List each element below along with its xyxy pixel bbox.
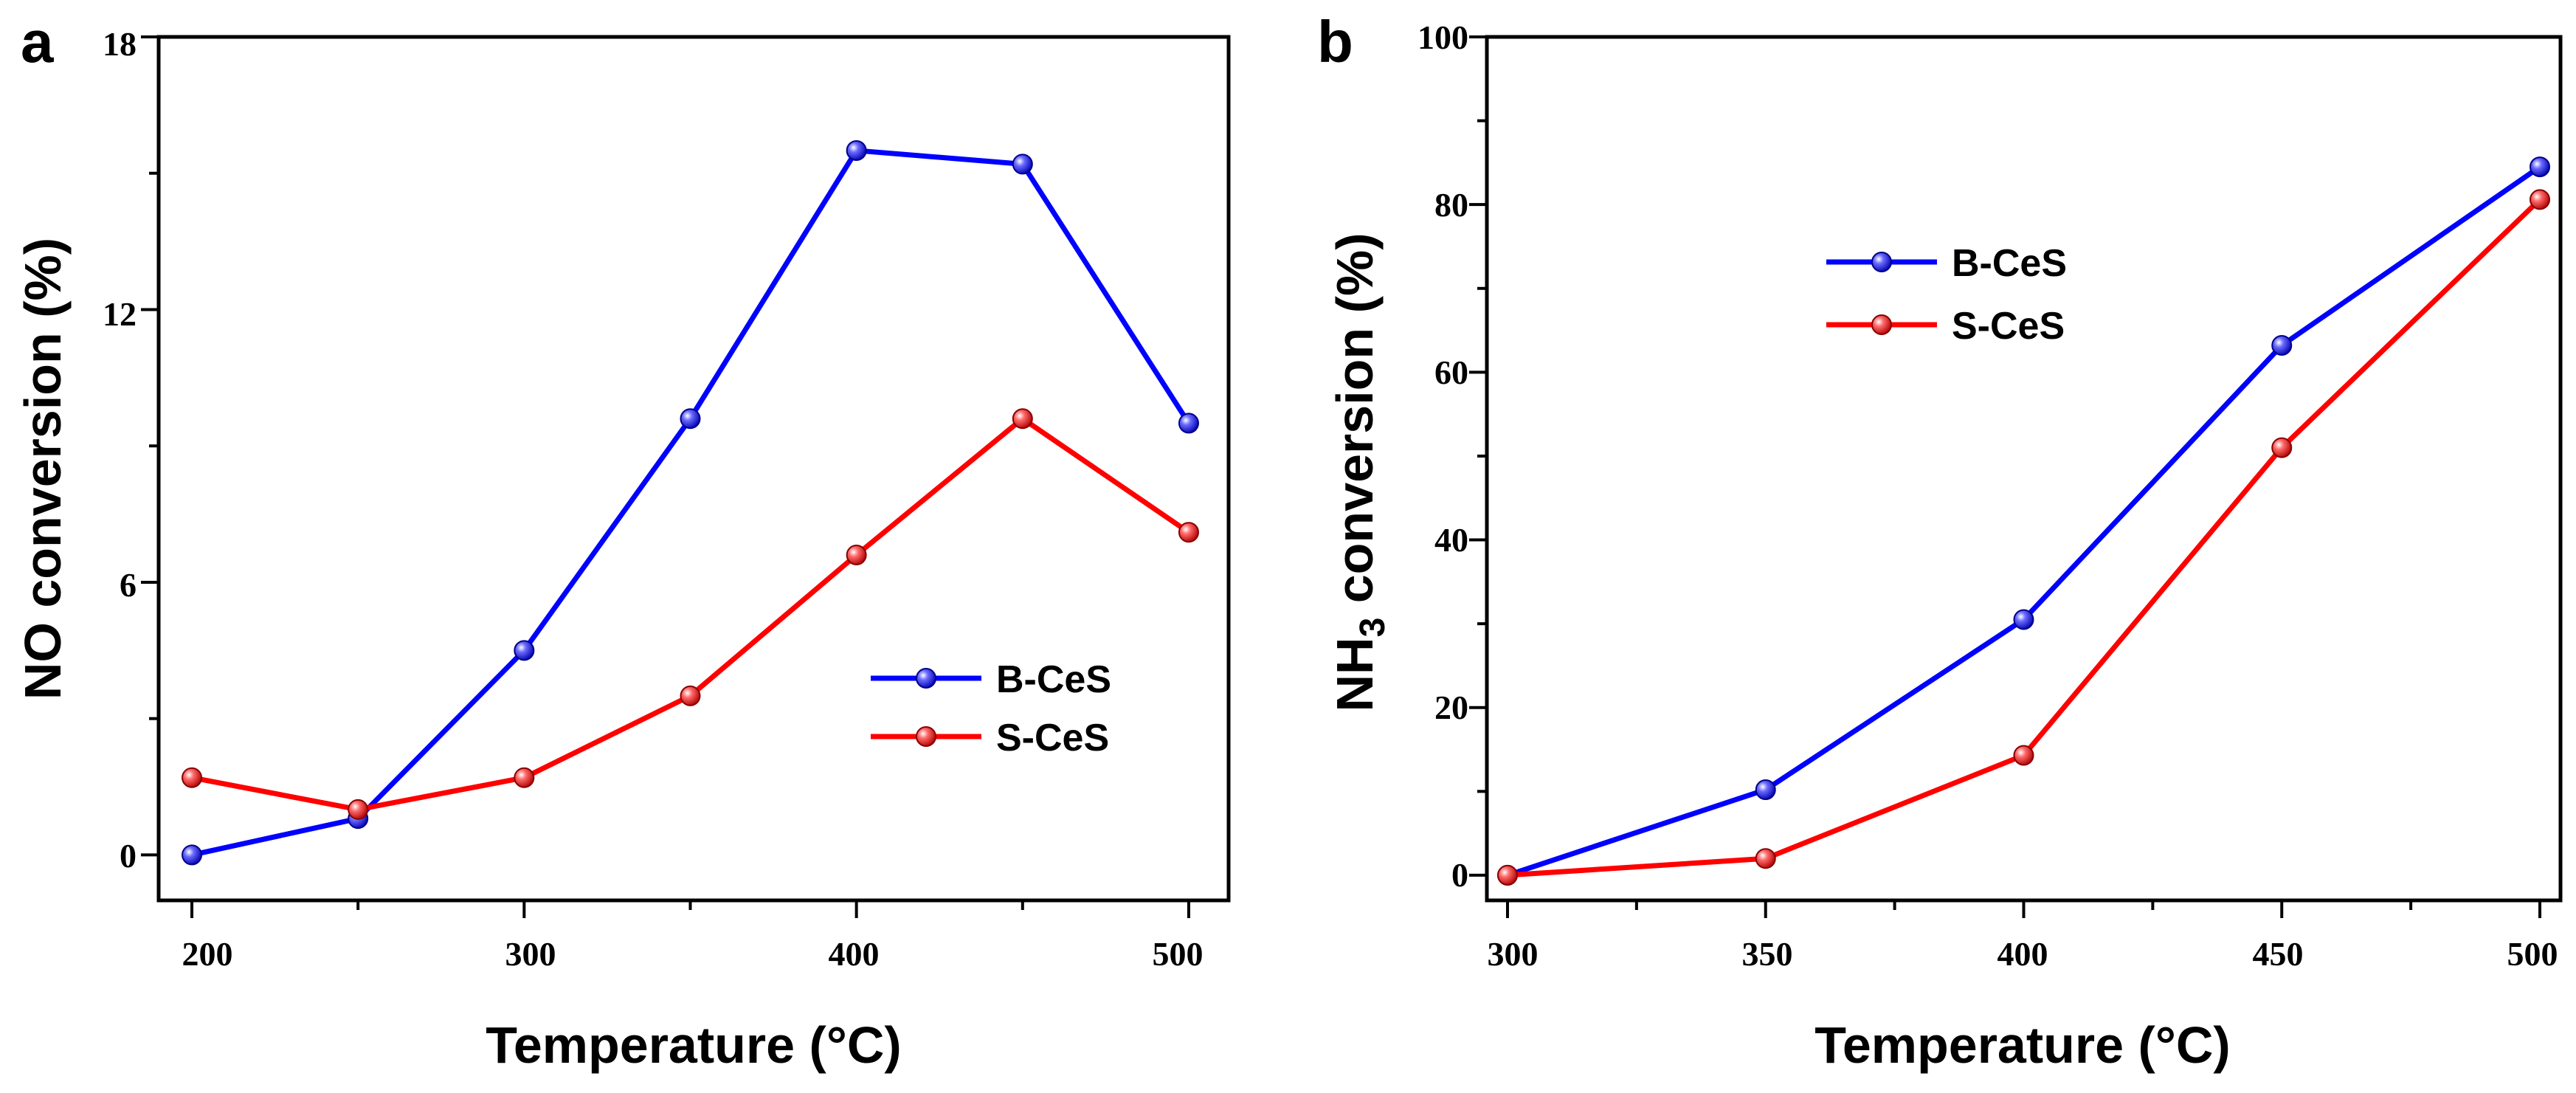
chart-panel-a: a 0 6 12 18 200 300 400 500 Temperature … <box>14 9 1231 1074</box>
panel-a-xtick-label: 400 <box>829 935 880 973</box>
panel-a-ytick-label: 6 <box>120 566 137 604</box>
data-point-s-ces <box>514 767 535 788</box>
panel-b-legend: B-CeS S-CeS <box>1826 242 2067 348</box>
panel-a-y-ticks <box>141 35 159 857</box>
data-point-b-ces <box>1178 413 1199 434</box>
legend-marker-s-ces <box>916 726 936 747</box>
data-point-s-ces <box>2271 437 2293 458</box>
series-line-s-ces <box>1507 197 2542 878</box>
panel-a-letter: a <box>21 9 54 75</box>
panel-b-xtick-label: 400 <box>1997 935 2048 973</box>
data-point-b-ces <box>846 139 867 161</box>
panel-a-xtick-label: 500 <box>1153 935 1204 973</box>
data-point-s-ces <box>1755 848 1776 869</box>
panel-b-ytick-label: 20 <box>1434 689 1468 726</box>
data-point-b-ces <box>680 408 701 430</box>
ylabel-rest: conversion (%) <box>1326 232 1384 617</box>
panel-a-x-ticks <box>190 900 1190 918</box>
legend-label-b-ces: B-CeS <box>1952 242 2067 285</box>
data-point-s-ces <box>182 767 203 788</box>
panel-a-y-axis-title: NO conversion (%) <box>14 238 72 700</box>
panel-b-ytick-label: 80 <box>1434 186 1468 224</box>
data-point-s-ces <box>348 799 369 820</box>
legend-label-s-ces: S-CeS <box>996 717 1109 759</box>
chart-panel-b: b 0 20 40 60 80 100 300 350 400 450 500 … <box>1317 9 2563 1074</box>
legend-label-s-ces: S-CeS <box>1952 305 2065 348</box>
data-point-s-ces <box>1012 408 1033 430</box>
panel-a-series <box>182 139 1199 866</box>
panel-b-xtick-label: 500 <box>2507 935 2558 973</box>
legend-marker-s-ces <box>1871 314 1892 335</box>
ylabel-subscript: 3 <box>1353 618 1392 638</box>
panel-a-ytick-label: 0 <box>120 837 137 875</box>
legend-label-b-ces: B-CeS <box>996 658 1111 701</box>
panel-b-ytick-label: 0 <box>1451 856 1468 894</box>
legend-marker-b-ces <box>916 668 936 689</box>
data-point-s-ces <box>680 685 701 706</box>
panel-b-ytick-label: 40 <box>1434 521 1468 559</box>
legend-marker-b-ces <box>1871 252 1892 272</box>
panel-a-ytick-label: 18 <box>103 25 137 63</box>
data-point-b-ces <box>1755 779 1776 801</box>
data-point-s-ces <box>1496 864 1518 886</box>
panel-b-xtick-label: 450 <box>2253 935 2304 973</box>
data-point-b-ces <box>2530 156 2551 178</box>
panel-a-xtick-label: 300 <box>505 935 556 973</box>
panel-b-xtick-label: 350 <box>1742 935 1793 973</box>
panel-b-x-axis-title: Temperature (°C) <box>1814 1016 2230 1074</box>
panel-b-series <box>1496 156 2551 886</box>
data-point-b-ces <box>1012 154 1033 175</box>
panel-a-plot-frame <box>156 35 1231 903</box>
panel-a-legend: B-CeS S-CeS <box>871 658 1111 759</box>
panel-a-ytick-label: 12 <box>103 295 137 333</box>
panel-b-plot-frame <box>1485 35 2563 903</box>
panel-b-letter: b <box>1317 9 1353 75</box>
data-point-b-ces <box>2271 335 2293 356</box>
data-point-s-ces <box>2530 189 2551 210</box>
panel-a-xtick-label: 200 <box>182 935 233 973</box>
panel-b-x-ticks <box>1505 900 2542 918</box>
data-point-b-ces <box>514 640 535 661</box>
panel-b-ytick-label: 60 <box>1434 354 1468 391</box>
panel-b-y-axis-title: NH3 conversion (%) <box>1326 232 1392 711</box>
panel-a-x-axis-title: Temperature (°C) <box>486 1016 901 1074</box>
data-point-s-ces <box>846 545 867 565</box>
data-point-b-ces <box>182 844 203 866</box>
panel-b-xtick-label: 300 <box>1488 935 1539 973</box>
ylabel-nh: NH <box>1326 637 1384 711</box>
panel-b-y-ticks <box>1469 35 1487 877</box>
panel-b-ytick-label: 100 <box>1418 18 1468 56</box>
data-point-s-ces <box>1178 522 1199 543</box>
data-point-b-ces <box>2013 609 2034 630</box>
data-point-s-ces <box>2013 745 2034 766</box>
